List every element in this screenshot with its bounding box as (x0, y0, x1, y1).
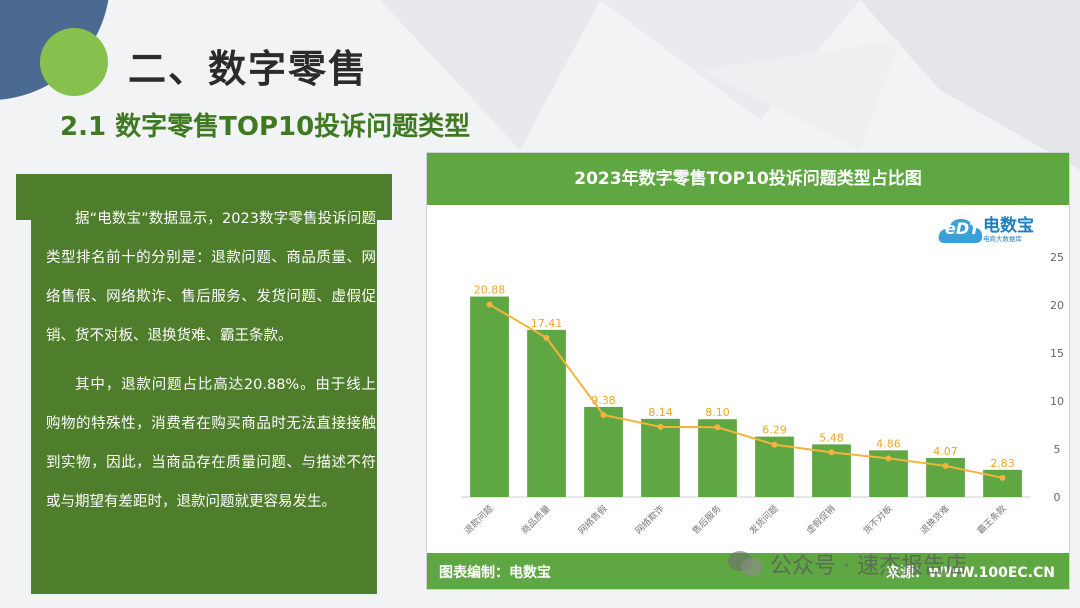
y-tick-label: 0 (1054, 491, 1061, 504)
category-label: 虚假促销 (804, 503, 838, 537)
title-circle-decoration (40, 28, 108, 96)
text-body: 据“电数宝”数据显示，2023数字零售投诉问题类型排名前十的分别是：退款问题、商… (46, 200, 376, 532)
chart-editor-credit: 图表编制：电数宝 (439, 565, 551, 581)
data-label: 20.88 (474, 284, 506, 297)
data-label: 5.48 (819, 431, 844, 444)
y-tick-label: 25 (1050, 251, 1064, 264)
data-label: 17.41 (531, 317, 563, 330)
chart-card: 2023年数字零售TOP10投诉问题类型占比图 eDT 电数宝 电商大数据库 0… (426, 152, 1070, 590)
trend-line (488, 303, 1003, 479)
data-label: 4.86 (876, 437, 901, 450)
category-label: 网络售假 (576, 503, 610, 537)
body-paragraph-1: 据“电数宝”数据显示，2023数字零售投诉问题类型排名前十的分别是：退款问题、商… (46, 211, 376, 344)
data-label: 6.29 (762, 424, 787, 437)
cloud-logo-icon (938, 219, 983, 243)
logo-subtitle: 电商大数据库 (983, 235, 1022, 243)
watermark: 公众号 · 速杰报告店 (770, 554, 967, 579)
bar (527, 329, 566, 497)
y-tick-label: 5 (1054, 443, 1061, 456)
chart-source: 来源：WWW.100EC.CN (886, 565, 1055, 581)
category-label: 霸王条款 (975, 503, 1009, 537)
data-label: 8.10 (705, 406, 730, 419)
category-label: 网络欺诈 (633, 503, 667, 537)
category-label: 发货问题 (747, 503, 781, 537)
category-label: 退换货难 (918, 503, 952, 537)
y-tick-label: 15 (1050, 347, 1064, 360)
bar (584, 406, 623, 497)
y-tick-label: 10 (1050, 395, 1064, 408)
wechat-icon (728, 551, 763, 576)
trend-point (600, 411, 607, 418)
dianshubao-logo: eDT 电数宝 电商大数据库 (937, 209, 1061, 249)
data-label: 9.38 (591, 394, 616, 407)
bar (641, 418, 680, 497)
trend-point (657, 423, 664, 430)
body-paragraph-2: 其中，退款问题占比高达20.88%。由于线上购物的特殊性，消费者在购买商品时无法… (46, 377, 376, 510)
page-title: 二、数字零售 (128, 47, 369, 91)
bar (983, 469, 1022, 497)
bar-chart: 0 5 10 15 20 25 20.88 退款问题 17.41 商品质量 9.38 网络售假 8.14… (461, 251, 1064, 537)
category-label: 商品质量 (519, 503, 553, 537)
bar (470, 296, 509, 497)
data-label: 8.14 (648, 406, 673, 419)
trend-point (942, 462, 949, 469)
text-panel (16, 174, 392, 594)
logo-name: 电数宝 (983, 216, 1034, 236)
trend-point (771, 441, 778, 448)
trend-point (486, 301, 493, 308)
data-label: 4.07 (933, 445, 958, 458)
category-label: 货不对板 (861, 503, 895, 537)
category-label: 退款问题 (462, 503, 496, 537)
trend-point (828, 449, 835, 456)
trend-point (999, 474, 1006, 481)
data-label: 2.83 (990, 457, 1015, 470)
trend-point (885, 455, 892, 462)
trend-point (714, 424, 721, 431)
y-tick-label: 20 (1050, 299, 1064, 312)
category-label: 售后服务 (690, 503, 724, 537)
chart-title: 2023年数字零售TOP10投诉问题类型占比图 (427, 153, 1069, 205)
trend-point (543, 334, 550, 341)
logo-mark: eDT (945, 219, 981, 238)
section-subtitle: 2.1 数字零售TOP10投诉问题类型 (60, 112, 471, 142)
